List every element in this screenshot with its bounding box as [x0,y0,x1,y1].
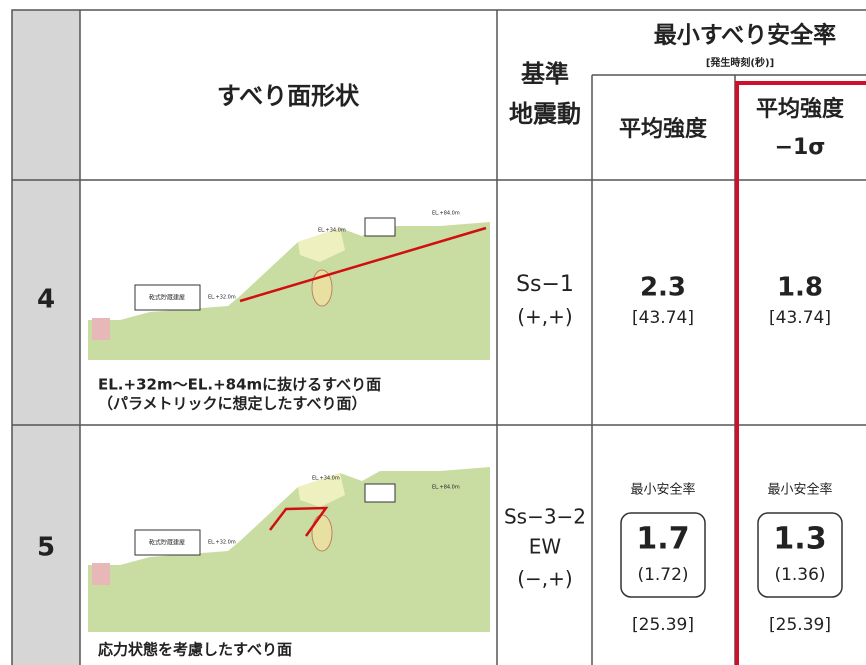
caption: （パラメトリックに想定したすべり面） [98,395,367,413]
detail: (1.36) [774,565,825,585]
diagram-label: EL.+32.0m [208,295,236,301]
header-text: 最小すべり安全率 [654,22,836,49]
motion: Ss−3−2 [504,505,586,529]
diagram-label: EL.+34.0m [318,228,346,234]
motion: EW [529,535,562,559]
header-text: 基準 [521,60,569,88]
diagram: EL.+34.0m EL.+84.0m 乾式貯蔵建屋 EL.+32.0m [88,211,490,360]
time: [25.39] [632,615,694,635]
caption: EL.+32m〜EL.+84mに抜けるすべり面 [98,376,381,394]
structure [364,217,396,237]
building [134,529,201,556]
header-note: [発生時刻(秒)] [706,56,774,69]
highlight-box [620,512,706,598]
time: [43.74] [632,308,694,328]
slip-line [239,226,487,303]
row-number: 5 [37,533,55,563]
structure [364,483,396,503]
time: [43.74] [769,308,831,328]
detail: (1.72) [637,565,688,585]
slip-line [269,506,329,537]
row-number: 4 [37,285,55,315]
terrain [88,467,490,632]
building [134,284,201,311]
zone [311,514,333,552]
caption: 応力状態を考慮したすべり面 [98,641,292,659]
diagram-label: EL.+32.0m [208,540,236,546]
fill-layer [298,228,345,262]
diagram: EL.+34.0m EL.+84.0m 乾式貯蔵建屋 EL.+32.0m [88,467,490,632]
rock [92,563,110,585]
diagram-label: 乾式貯蔵建屋 [149,294,185,302]
rock [92,318,110,340]
emphasis-frame [735,81,866,665]
fill-layer [298,473,345,507]
label: 最小安全率 [767,482,832,498]
header-text: −1σ [775,135,826,160]
motion: (+,+) [517,305,572,329]
header-text: 平均強度 [619,116,708,142]
table-border [11,9,866,665]
diagram-label: EL.+34.0m [312,476,340,482]
number-column [12,10,80,665]
highlight-box [757,512,843,598]
header-text: 平均強度 [756,96,845,122]
diagram-label: EL.+84.0m [432,485,460,491]
factor: 1.3 [773,522,826,557]
label: 最小安全率 [630,482,695,498]
factor: 1.8 [777,273,823,303]
diagram-label: EL.+84.0m [432,211,460,217]
motion: (−,+) [517,567,572,591]
header-text: すべり面形状 [217,82,360,110]
diagram-label: 乾式貯蔵建屋 [149,539,185,547]
factor: 1.7 [636,522,689,557]
time: [25.39] [769,615,831,635]
factor: 2.3 [640,273,686,303]
motion: Ss−1 [516,272,574,297]
header-text: 地震動 [509,100,581,128]
